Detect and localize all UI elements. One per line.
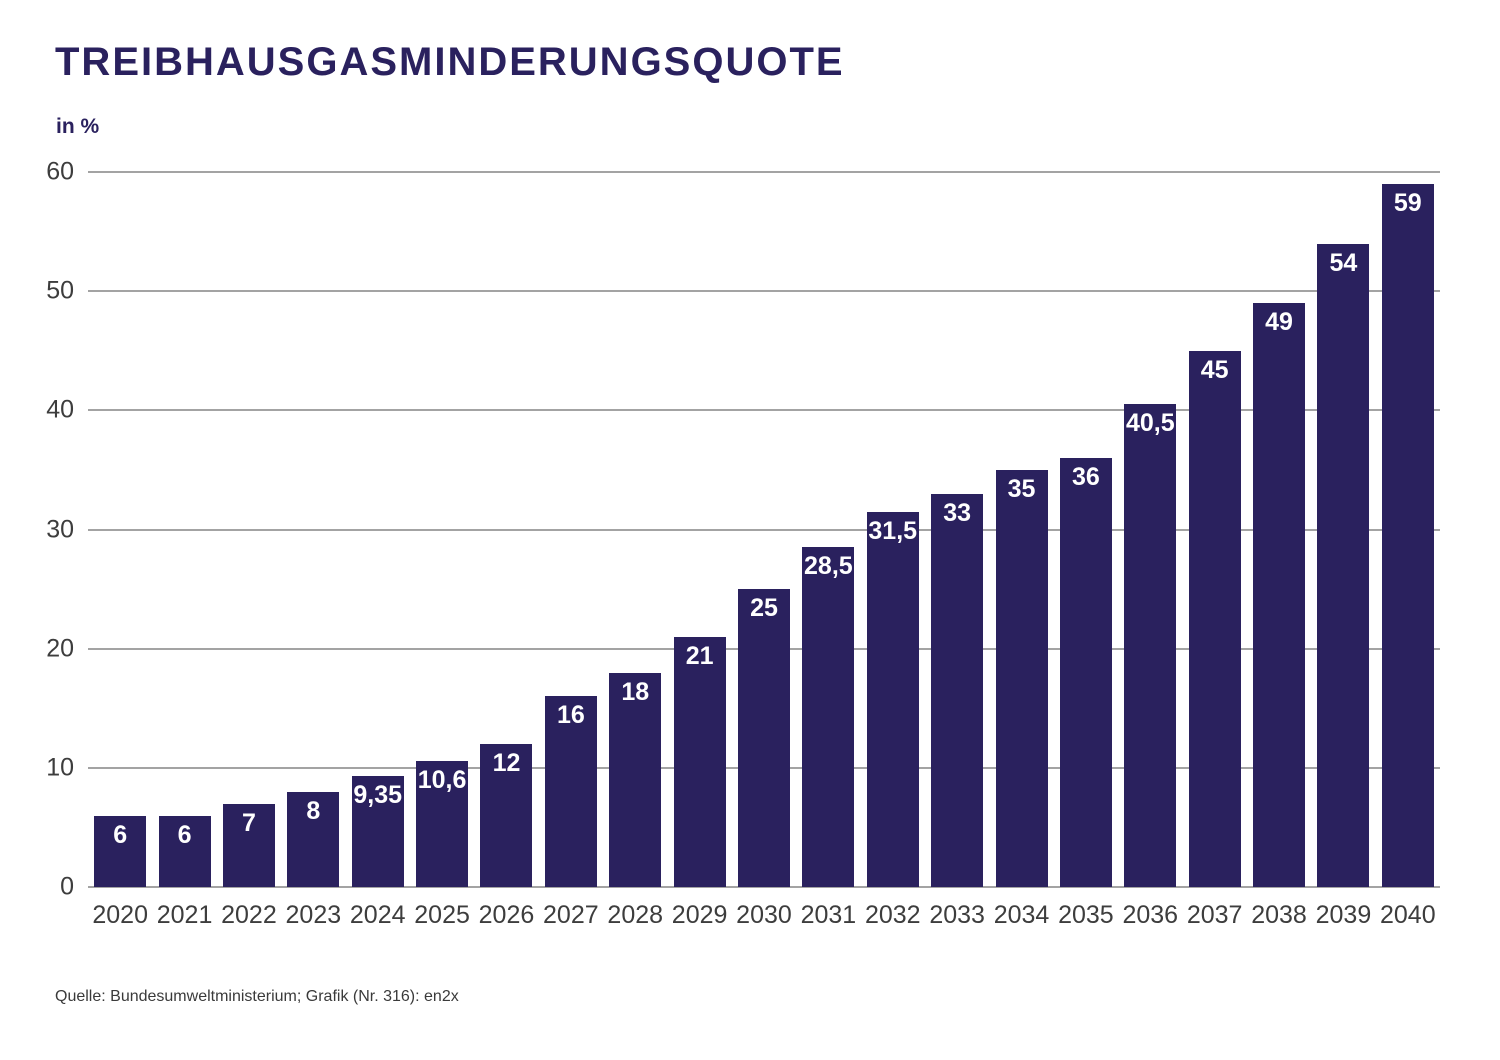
bar-value-label: 28,5 [804, 552, 853, 581]
bar: 12 [480, 744, 533, 887]
gridline [88, 290, 1440, 293]
y-axis-tick-label: 50 [46, 276, 74, 305]
plot-area: 0 10 20 30 40 50 60 6 2020 6 2021 7 2022 8 2023 9,35 202… [46, 159, 1440, 928]
x-axis-tick-label: 2030 [736, 901, 792, 929]
x-axis-tick-label: 2025 [414, 901, 470, 929]
y-axis-unit-label: in % [56, 115, 100, 138]
x-axis-tick-label: 2037 [1186, 901, 1243, 929]
bar-value-label: 6 [113, 820, 128, 849]
x-axis-tick-label: 2024 [349, 901, 406, 929]
bar-value-label: 59 [1393, 188, 1422, 217]
bar: 9,35 [351, 775, 404, 887]
bar-value-label: 16 [556, 701, 585, 730]
bar: 6 [158, 815, 211, 887]
gridline [88, 886, 1440, 888]
bar: 8 [287, 791, 340, 887]
bar: 45 [1188, 350, 1241, 887]
bar: 6 [94, 815, 147, 887]
x-axis-tick-label: 2032 [864, 901, 921, 929]
bar-value-label: 36 [1071, 463, 1100, 491]
x-axis-tick-label: 2036 [1122, 901, 1179, 929]
y-axis-tick-label: 20 [46, 634, 74, 663]
x-axis-tick-label: 2020 [92, 901, 148, 929]
bar-value-label: 54 [1329, 248, 1358, 277]
bar-value-label: 49 [1265, 308, 1293, 337]
bar: 49 [1253, 303, 1306, 887]
bar-value-label: 7 [241, 808, 256, 837]
bar: 33 [931, 493, 984, 887]
bar-value-label: 10,6 [417, 765, 467, 794]
bar: 40,5 [1124, 404, 1177, 887]
bar-value-label: 18 [621, 677, 650, 706]
x-axis-tick-label: 2028 [607, 901, 664, 929]
bar-value-label: 31,5 [868, 516, 918, 545]
y-axis-tick-label: 0 [60, 872, 74, 901]
chart-title: TREIBHAUSGASMINDERUNGSQUOTE [55, 40, 845, 84]
bar-value-label: 40,5 [1125, 409, 1175, 438]
x-axis-tick-label: 2034 [993, 901, 1050, 929]
gridline [88, 171, 1440, 173]
x-axis-tick-label: 2035 [1058, 901, 1114, 929]
x-axis-tick-label: 2033 [929, 901, 985, 929]
source-note: Quelle: Bundesumweltministerium; Grafik … [55, 988, 459, 1005]
bar: 54 [1317, 243, 1370, 887]
bar: 7 [222, 803, 275, 887]
x-axis-tick-label: 2026 [478, 901, 535, 929]
x-axis-tick-label: 2038 [1251, 901, 1307, 929]
bar-value-label: 8 [306, 796, 321, 825]
y-axis-tick-label: 40 [46, 395, 74, 424]
bar: 10,6 [416, 760, 469, 887]
bar: 28,5 [802, 547, 855, 887]
bar-value-label: 33 [943, 498, 972, 527]
y-axis-tick-label: 30 [46, 515, 74, 543]
y-axis-tick-label: 60 [46, 157, 74, 186]
bar-value-label: 9,35 [353, 780, 403, 809]
bar-value-label: 12 [492, 749, 521, 777]
bar: 16 [544, 696, 597, 887]
bar-value-label: 25 [750, 594, 778, 623]
x-axis-tick-label: 2022 [221, 901, 277, 929]
gridline [88, 409, 1440, 412]
bar-value-label: 21 [685, 641, 714, 670]
bar: 31,5 [866, 511, 919, 887]
gridline [88, 528, 1440, 531]
bar: 35 [995, 469, 1048, 887]
x-axis-tick-label: 2029 [671, 901, 728, 929]
x-axis-tick-label: 2027 [543, 901, 599, 929]
bar-value-label: 45 [1200, 355, 1229, 384]
x-axis-tick-label: 2021 [156, 901, 213, 929]
x-axis-tick-label: 2031 [800, 901, 857, 929]
bar: 36 [1059, 458, 1112, 887]
x-axis-tick-label: 2023 [285, 901, 342, 929]
bar: 21 [673, 636, 726, 887]
bar: 59 [1381, 183, 1434, 887]
x-axis-tick-label: 2039 [1315, 901, 1372, 929]
x-axis-tick-label: 2040 [1379, 901, 1436, 929]
bar: 25 [738, 589, 790, 887]
y-axis-tick-label: 10 [46, 753, 74, 782]
bar-value-label: 6 [177, 820, 192, 849]
bar: 18 [609, 672, 662, 887]
bar-value-label: 35 [1007, 474, 1036, 503]
